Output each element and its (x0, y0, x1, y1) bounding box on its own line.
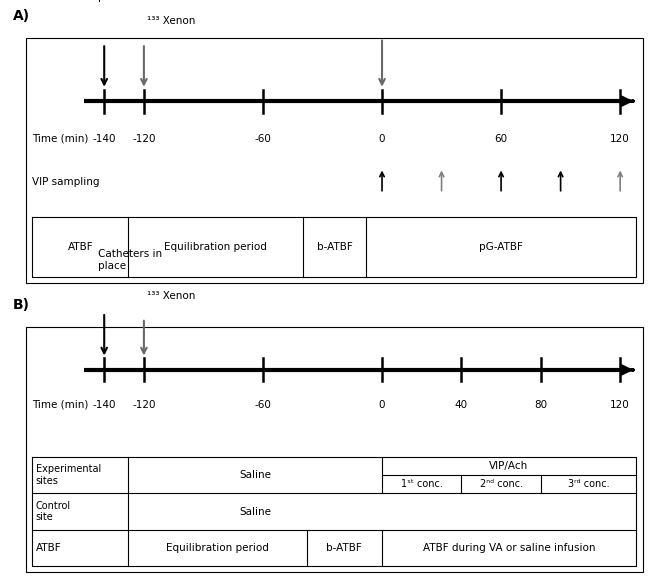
Text: b-ATBF: b-ATBF (326, 543, 362, 553)
Text: 0: 0 (379, 134, 386, 144)
Text: -120: -120 (132, 399, 156, 410)
Text: pG-ATBF: pG-ATBF (479, 242, 523, 252)
Text: Catheters in
place: Catheters in place (98, 0, 162, 2)
Text: Control
site: Control site (36, 501, 71, 523)
Text: ATBF during VA or saline infusion: ATBF during VA or saline infusion (422, 543, 595, 553)
Text: VIP sampling: VIP sampling (32, 177, 100, 187)
Text: b-ATBF: b-ATBF (317, 242, 352, 252)
Text: -60: -60 (254, 399, 271, 410)
Text: Equilibration period: Equilibration period (164, 242, 267, 252)
Text: ATBF: ATBF (36, 543, 61, 553)
Text: 80: 80 (534, 399, 547, 410)
Text: 120: 120 (610, 134, 630, 144)
Text: 3ʳᵈ conc.: 3ʳᵈ conc. (568, 479, 609, 489)
Text: 120: 120 (610, 399, 630, 410)
Text: VIP/Ach: VIP/Ach (489, 461, 529, 470)
Text: -120: -120 (132, 134, 156, 144)
Text: Saline: Saline (239, 470, 271, 480)
Text: 40: 40 (455, 399, 468, 410)
Text: A): A) (13, 9, 30, 23)
Text: 2ⁿᵈ conc.: 2ⁿᵈ conc. (480, 479, 522, 489)
Text: B): B) (13, 298, 30, 312)
Text: 60: 60 (495, 134, 508, 144)
Text: ¹³³ Xenon: ¹³³ Xenon (147, 16, 195, 26)
Bar (26, 38, 643, 283)
Text: Saline: Saline (239, 506, 271, 517)
Text: -140: -140 (92, 134, 116, 144)
Text: Experimental
sites: Experimental sites (36, 464, 101, 486)
Text: ¹³³ Xenon: ¹³³ Xenon (147, 291, 195, 301)
Text: Equilibration period: Equilibration period (166, 543, 269, 553)
Bar (26, 327, 643, 572)
Text: Time (min): Time (min) (32, 399, 89, 410)
Text: Catheters in
place: Catheters in place (98, 249, 162, 271)
Text: -140: -140 (92, 399, 116, 410)
Text: 1ˢᵗ conc.: 1ˢᵗ conc. (401, 479, 443, 489)
Text: 0: 0 (379, 399, 386, 410)
Text: ATBF: ATBF (67, 242, 93, 252)
Text: -60: -60 (254, 134, 271, 144)
Text: Time (min): Time (min) (32, 134, 89, 144)
